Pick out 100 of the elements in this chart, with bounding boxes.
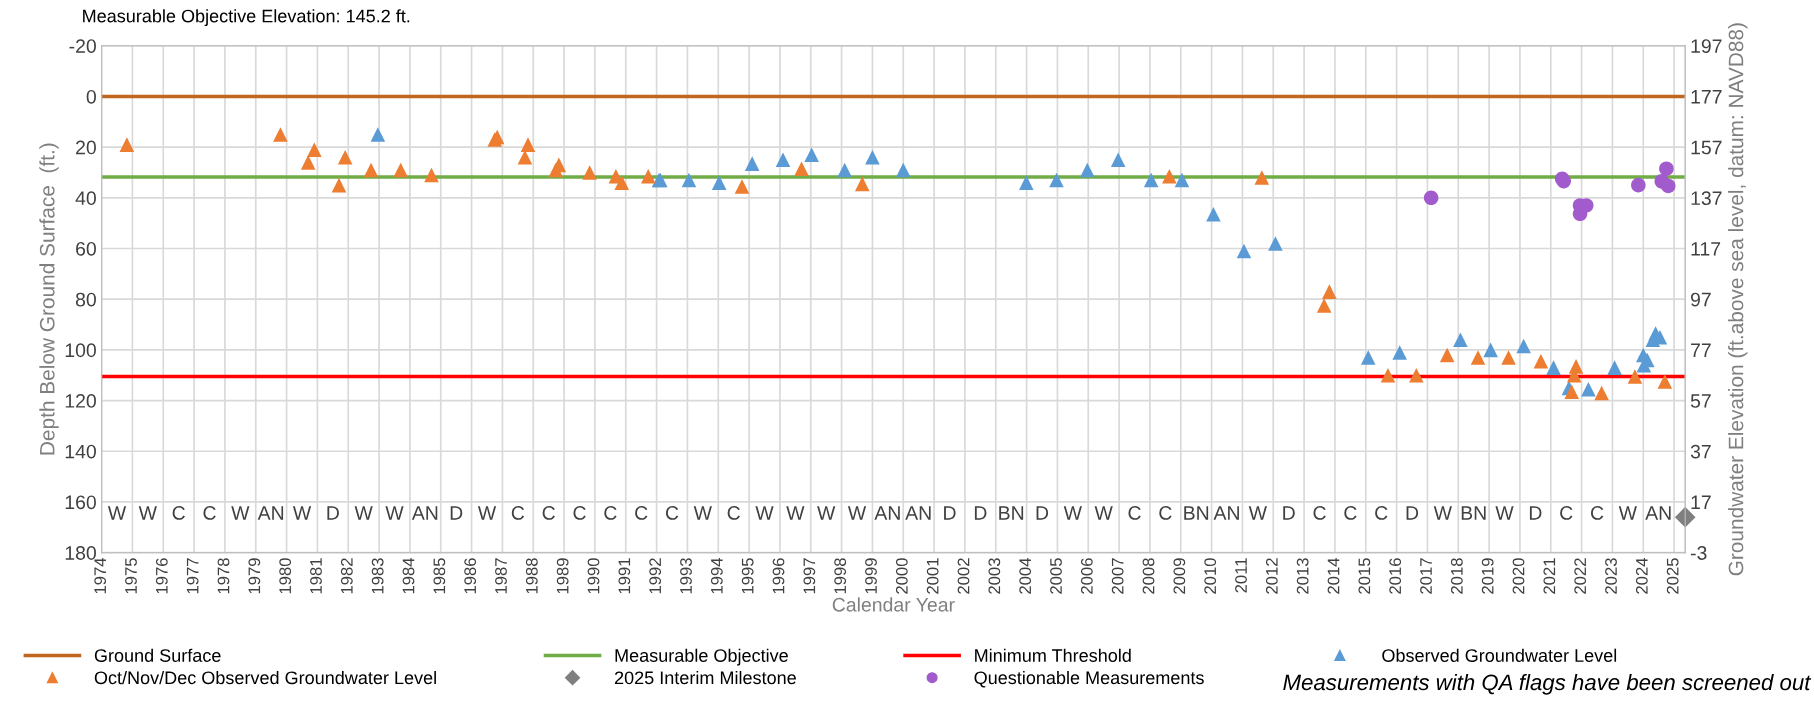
annotation: W	[693, 506, 712, 520]
annotation: C	[172, 506, 185, 520]
legend-label: Minimum Threshold	[975, 648, 1131, 662]
y-axis-title: Depth Below Ground Surface (ft.)	[39, 143, 59, 455]
x-tick-label: 2016	[1389, 558, 1402, 594]
annotation: AN	[257, 506, 284, 520]
annotation: C	[1344, 506, 1357, 520]
y2-tick-label: 37	[1690, 444, 1711, 459]
y2-tick-label: 177	[1691, 90, 1722, 104]
x-tick-label: 2013	[1296, 558, 1309, 594]
x-tick-label: 2017	[1420, 558, 1432, 594]
x-tick-label: 2024	[1635, 557, 1648, 594]
legend-label: Questionable Measurements	[974, 670, 1204, 688]
annotation: C	[1313, 506, 1326, 520]
x-tick-label: 2015	[1358, 558, 1371, 594]
y-tick-label: 160	[65, 495, 96, 510]
annotation: BN	[1461, 506, 1486, 520]
annotation: C	[203, 506, 216, 520]
y2-tick-label: 137	[1691, 191, 1722, 206]
x-tick-label: 2010	[1204, 558, 1217, 594]
legend-label: Ground Surface	[94, 648, 221, 662]
annotation: D	[1406, 506, 1419, 520]
x-tick-label: 2019	[1481, 558, 1494, 594]
x-tick-label: 2023	[1605, 558, 1617, 594]
x-tick-label: 1974	[94, 557, 107, 594]
x-tick-label: 1996	[772, 558, 785, 594]
annotation: C	[511, 506, 525, 520]
annotation: W	[385, 506, 404, 520]
annotation: AN	[1213, 506, 1239, 520]
annotation: W	[1495, 506, 1514, 520]
x-tick-label: 2002	[957, 558, 970, 594]
x-tick-label: 2004	[1019, 557, 1032, 594]
x-tick-label: 1987	[495, 558, 507, 594]
x-tick-label: 1978	[217, 558, 230, 594]
annotation: W	[1618, 506, 1637, 520]
y-tick-label: 180	[65, 546, 96, 560]
y-tick-label: 100	[65, 343, 96, 358]
annotation: D	[944, 506, 956, 520]
annotation: C	[727, 506, 740, 520]
annotation: C	[1128, 506, 1141, 520]
x-tick-label: 1995	[741, 558, 754, 594]
x-tick-label: 2008	[1142, 558, 1155, 594]
annotation: W	[477, 506, 497, 520]
y-tick-label: 0	[86, 89, 96, 104]
x-tick-label: 1991	[618, 558, 631, 594]
y2-tick-label: 117	[1691, 242, 1721, 256]
annotation: C	[665, 506, 679, 520]
annotation: W	[1063, 506, 1082, 520]
annotation: W	[1433, 506, 1452, 520]
x-tick-label: 2003	[988, 558, 1001, 594]
annotation: W	[1248, 506, 1267, 520]
annotation: W	[1094, 506, 1113, 520]
x-tick-label: 1985	[433, 558, 446, 594]
x-tick-label: 1980	[279, 558, 292, 594]
y-tick-label: -20	[69, 39, 96, 53]
annotation: C	[1560, 506, 1573, 520]
annotation: W	[847, 506, 867, 520]
x-tick-label: 2011	[1235, 558, 1247, 593]
annotation: AN	[905, 506, 931, 520]
legend-label: Observed Groundwater Level	[1382, 648, 1617, 662]
annotation: C	[635, 506, 648, 520]
x-tick-label: 1986	[464, 558, 477, 594]
annotation: W	[354, 506, 373, 520]
annotation: D	[1529, 506, 1542, 520]
annotation: D	[450, 506, 463, 520]
y-tick-label: 140	[65, 444, 96, 459]
x-tick-label: 1988	[525, 558, 538, 594]
y-tick-label: 20	[76, 140, 96, 155]
x-tick-label: 2025	[1666, 558, 1679, 594]
y2-tick-label: 77	[1691, 343, 1711, 357]
x-tick-label: 2001	[926, 558, 939, 594]
x-tick-label: 2009	[1173, 558, 1186, 594]
annotation: C	[542, 506, 555, 520]
x-tick-label: 1976	[155, 558, 168, 594]
text: Measurements with QA flags have been screened out	[1283, 673, 1812, 695]
annotation: C	[573, 506, 586, 520]
legend-label: Oct/Nov/Dec Observed Groundwater Level	[94, 670, 436, 685]
x-tick-label: 1990	[587, 558, 600, 594]
x-tick-label: 2018	[1450, 558, 1463, 594]
y2-axis-title: Groundwater Elevation (ft.above sea level, datum: NAVD88)	[1728, 23, 1748, 576]
y2-tick-label: -3	[1690, 546, 1707, 560]
legend-label: 2025 Interim Milestone	[614, 670, 796, 685]
x-tick-label: 1994	[710, 557, 723, 594]
x-tick-label: 1984	[402, 557, 415, 594]
annotation: D	[1283, 506, 1295, 520]
x-axis-title: Calendar Year	[832, 597, 955, 612]
x-tick-label: 2000	[895, 558, 908, 594]
y2-tick-label: 157	[1691, 140, 1722, 155]
annotation: AN	[1645, 506, 1671, 520]
x-tick-label: 1975	[125, 558, 137, 594]
y-tick-label: 80	[75, 292, 96, 307]
y2-tick-label: 17	[1691, 495, 1711, 509]
x-tick-label: 1982	[340, 558, 353, 594]
x-tick-label: 2021	[1543, 558, 1556, 594]
annotation: C	[604, 506, 617, 520]
annotation: W	[107, 506, 127, 520]
x-tick-label: 2012	[1265, 558, 1278, 594]
annotation: W	[231, 506, 250, 520]
annotation: D	[327, 506, 339, 520]
y2-tick-label: 97	[1690, 292, 1711, 307]
